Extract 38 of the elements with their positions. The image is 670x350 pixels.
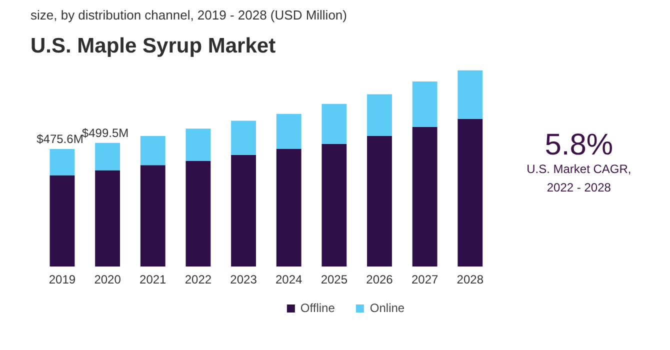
x-tick-label: 2021 — [140, 272, 167, 286]
bar — [231, 120, 256, 155]
x-tick-label: 2027 — [411, 272, 438, 286]
bar — [95, 170, 120, 266]
legend-label: Offline — [300, 301, 335, 315]
text: 5.8% — [544, 128, 614, 162]
chart-title: U.S. Maple Syrup Market — [30, 34, 276, 58]
bar — [367, 94, 392, 136]
bar — [276, 114, 302, 149]
bar — [276, 148, 302, 266]
bar — [322, 104, 347, 144]
bar — [458, 118, 483, 266]
bar — [322, 144, 347, 266]
bar — [412, 126, 438, 266]
bar — [95, 142, 120, 170]
bar — [231, 154, 256, 266]
x-tick-label: 2020 — [94, 272, 122, 286]
bar — [458, 70, 483, 119]
x-tick-label: 2023 — [230, 272, 258, 286]
x-tick-label: 2019 — [48, 272, 76, 286]
x-tick-label: 2026 — [366, 272, 394, 286]
x-tick-label: 2022 — [184, 272, 212, 286]
x-tick-label: 2025 — [320, 272, 348, 286]
bar — [412, 82, 438, 127]
bar — [367, 136, 392, 266]
annotation: $475.6M — [36, 132, 84, 146]
bar — [140, 165, 166, 266]
bar — [50, 175, 75, 266]
annotation: $499.5M — [82, 126, 129, 140]
chart-subtitle: size, by distribution channel, 2019 - 2028 (USD Million) — [30, 8, 347, 22]
bar — [186, 128, 211, 161]
x-tick-label: 2028 — [456, 272, 484, 286]
bar — [50, 149, 75, 176]
legend-label: Online — [370, 301, 405, 315]
bar — [140, 136, 166, 166]
bar — [186, 160, 211, 266]
x-tick-label: 2024 — [276, 272, 303, 286]
text: U.S. Market CAGR, 2022 - 2028 — [526, 162, 632, 194]
